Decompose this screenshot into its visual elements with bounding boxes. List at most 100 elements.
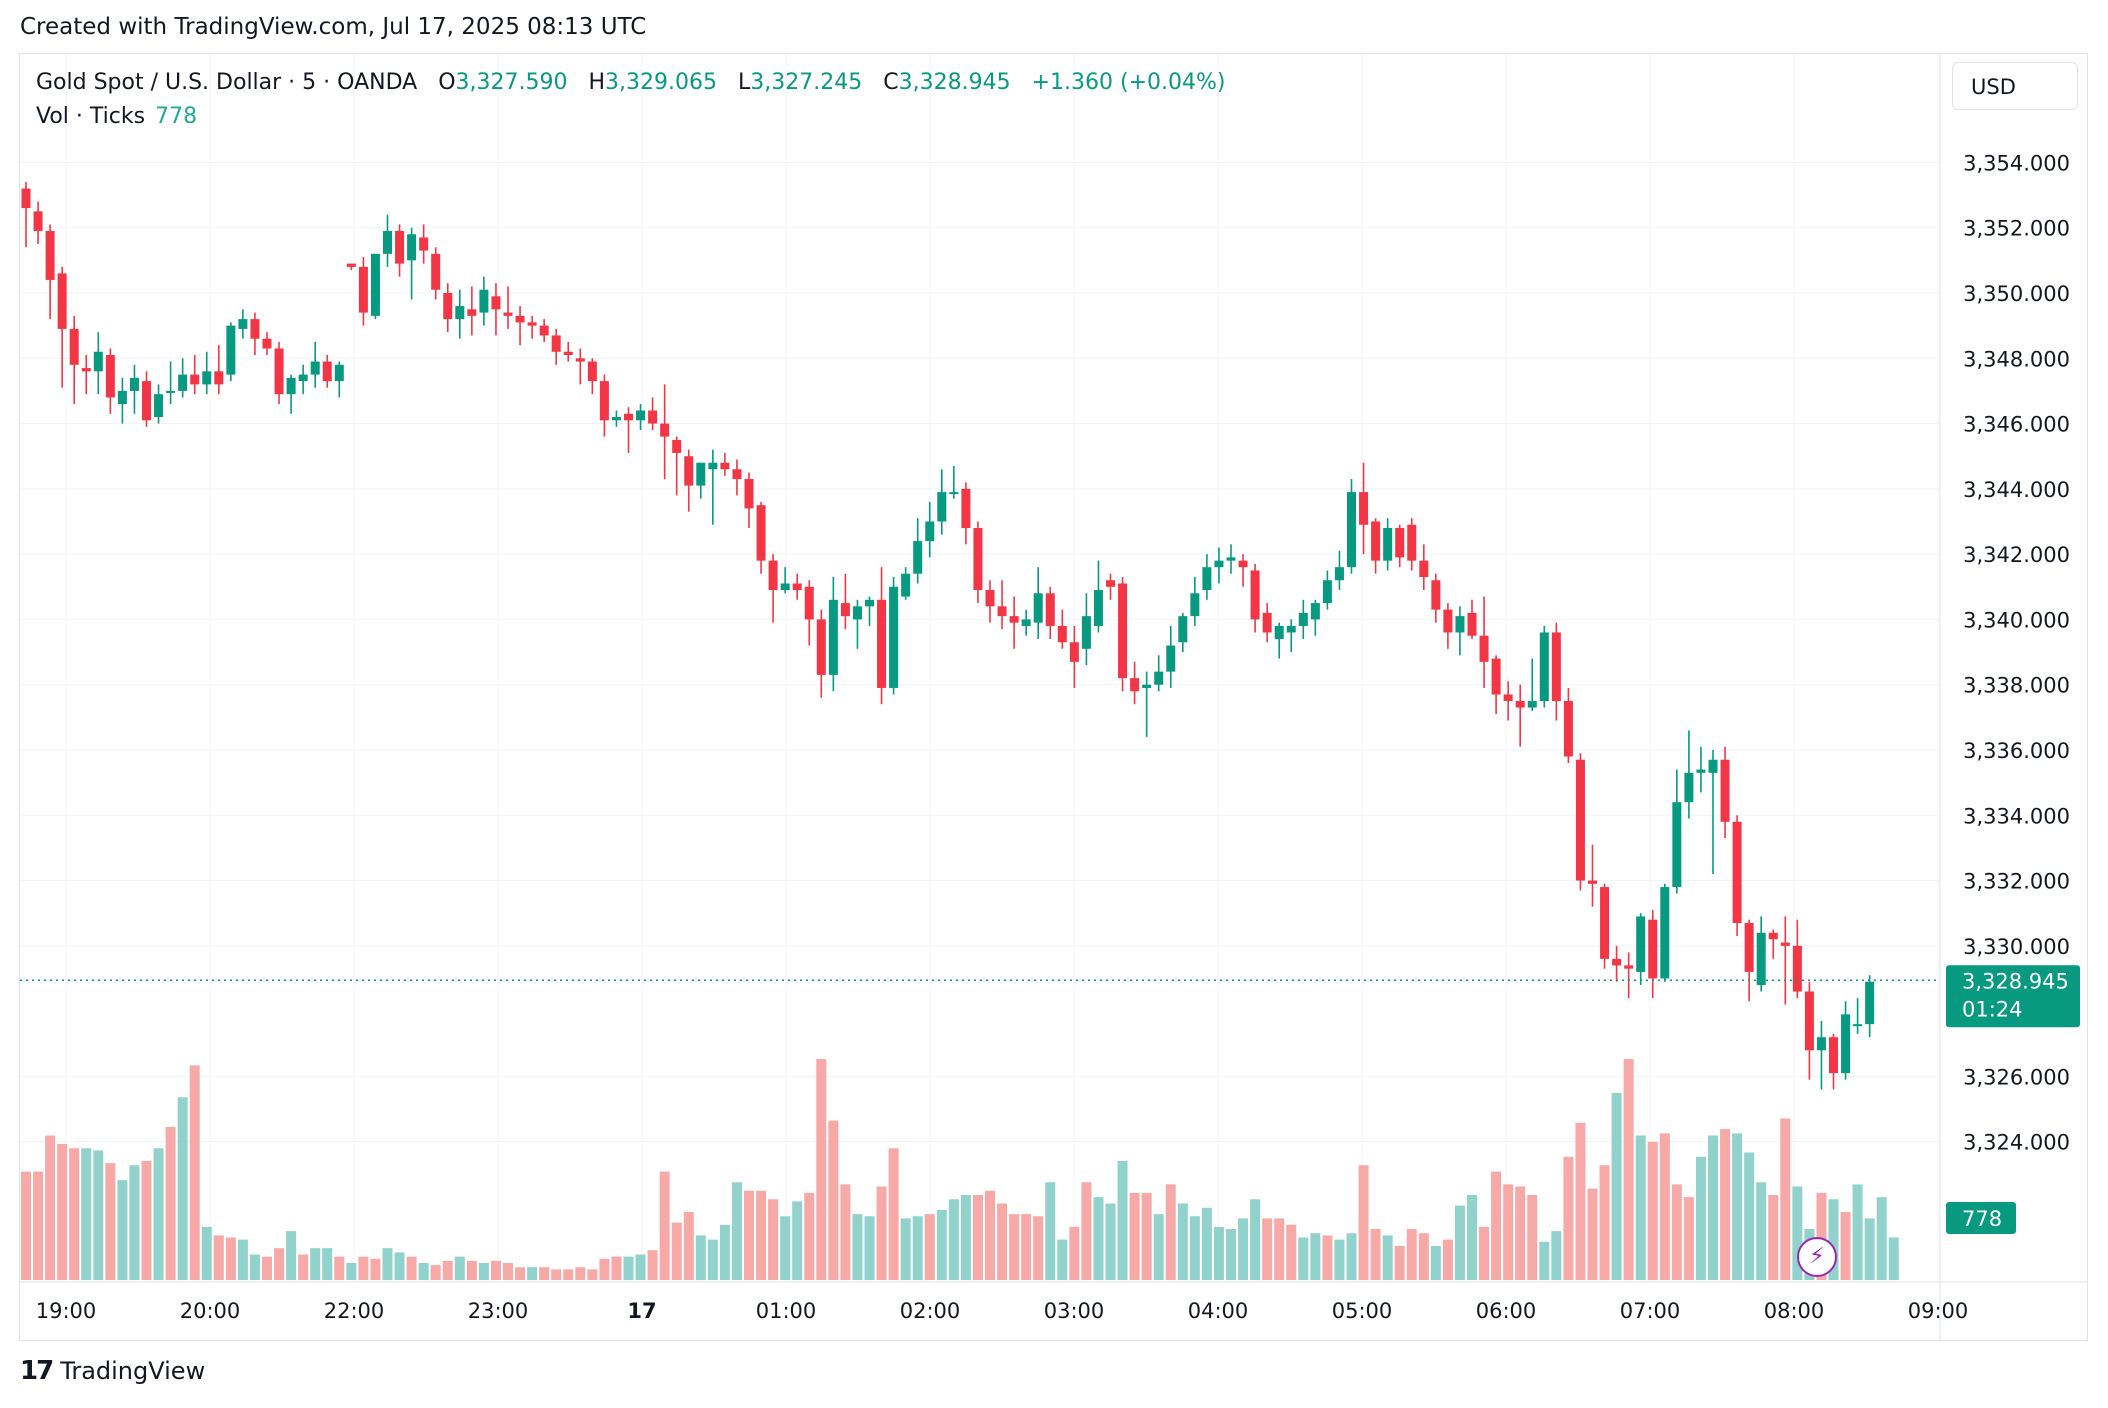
price-tick-label: 3,326.000 <box>1963 1065 2070 1089</box>
lightning-bolt-icon[interactable]: ⚡ <box>1797 1237 1837 1277</box>
candle-body <box>913 541 923 574</box>
tradingview-logo[interactable]: 17 TradingView <box>20 1356 205 1386</box>
time-tick-label: 17 <box>627 1299 656 1323</box>
candle-body <box>1684 772 1694 803</box>
candle-body <box>1696 769 1706 773</box>
volume-bar <box>1888 1237 1899 1280</box>
volume-bar <box>864 1216 875 1280</box>
candle-body <box>973 528 983 591</box>
candle-body <box>1057 625 1067 643</box>
volume-label[interactable]: Vol · Ticks <box>36 104 146 129</box>
volume-bar <box>780 1216 791 1280</box>
volume-bar <box>623 1256 634 1280</box>
volume-bar <box>189 1065 200 1280</box>
candle-body <box>419 237 429 251</box>
volume-bar <box>659 1171 670 1280</box>
volume-bar <box>370 1258 381 1280</box>
candle-body <box>756 505 766 561</box>
low-value: 3,327.245 <box>750 70 863 95</box>
candle-body <box>1853 1024 1863 1027</box>
last-volume-badge <box>1946 1202 2016 1234</box>
volume-bar <box>1105 1203 1116 1280</box>
volume-bar <box>334 1256 345 1280</box>
volume-bar <box>1780 1118 1791 1280</box>
volume-bar <box>671 1222 682 1280</box>
open-value: 3,327.590 <box>455 70 568 95</box>
candle-body <box>732 469 742 480</box>
currency-button[interactable]: USD <box>1952 62 2078 110</box>
time-tick-label: 01:00 <box>756 1299 817 1323</box>
price-tick-label: 3,336.000 <box>1963 739 2070 763</box>
candle-body <box>1503 694 1513 702</box>
volume-bar <box>1575 1122 1586 1280</box>
candle-body <box>1359 492 1369 525</box>
candle-body <box>214 371 224 385</box>
candle-body <box>1539 632 1549 702</box>
symbol-title[interactable]: Gold Spot / U.S. Dollar · 5 · OANDA <box>36 70 418 95</box>
candle-body <box>1732 821 1742 923</box>
volume-bar <box>1527 1195 1538 1280</box>
volume-bar <box>1611 1093 1622 1280</box>
candle-body <box>684 456 694 486</box>
candle-body <box>274 348 284 395</box>
volume-bar <box>756 1190 767 1280</box>
candle-body <box>1431 580 1441 610</box>
time-tick-label: 22:00 <box>324 1299 385 1323</box>
tradingview-logo-icon: 17 <box>20 1356 54 1386</box>
volume-bar <box>1057 1239 1068 1280</box>
time-tick-label: 23:00 <box>468 1299 529 1323</box>
volume-bar <box>1816 1192 1827 1280</box>
candle-body <box>1310 603 1320 620</box>
volume-bar <box>1370 1229 1381 1280</box>
price-tick-label: 3,352.000 <box>1963 217 2070 241</box>
candle-body <box>334 364 344 382</box>
volume-bar <box>213 1235 224 1280</box>
price-tick-label: 3,330.000 <box>1963 935 2070 959</box>
candle-body <box>624 413 633 421</box>
volume-bar <box>1454 1205 1465 1280</box>
candle-body <box>648 410 658 424</box>
volume-bar <box>406 1256 417 1280</box>
volume-bar <box>1479 1226 1490 1280</box>
volume-bar <box>177 1097 188 1280</box>
candle-body <box>1816 1037 1826 1051</box>
volume-legend: Vol · Ticks 778 <box>36 104 197 129</box>
candle-body <box>467 309 477 316</box>
volume-bar <box>1708 1135 1718 1280</box>
volume-bar <box>1177 1203 1188 1280</box>
time-tick-label: 09:00 <box>1908 1299 1969 1323</box>
volume-bar <box>1226 1229 1236 1280</box>
volume-bar <box>695 1235 706 1280</box>
volume-bar <box>1189 1216 1200 1280</box>
volume-bar <box>153 1148 164 1280</box>
candle-body <box>1672 802 1682 888</box>
volume-bar <box>1201 1207 1212 1280</box>
volume-bar <box>1286 1224 1297 1280</box>
volume-bar <box>1141 1192 1152 1280</box>
volume-bar <box>1394 1246 1405 1280</box>
open-label: O <box>438 70 456 95</box>
candle-body <box>262 338 272 349</box>
candle-body <box>985 590 995 607</box>
volume-bar <box>1563 1156 1574 1280</box>
candle-body <box>395 230 405 264</box>
volume-bar <box>45 1135 56 1280</box>
candle-body <box>1371 521 1381 561</box>
candle-body <box>1563 701 1573 757</box>
volume-bar <box>924 1214 935 1280</box>
volume-bar <box>1081 1182 1092 1280</box>
volume-bar <box>587 1269 598 1280</box>
candle-body <box>1744 922 1754 972</box>
volume-bar <box>1756 1182 1767 1280</box>
candle-body <box>889 586 899 688</box>
candle-body <box>1792 945 1802 992</box>
candle-body <box>937 492 947 522</box>
candle-body <box>238 319 248 329</box>
volume-bar <box>960 1195 971 1280</box>
candle-body <box>1551 632 1561 702</box>
volume-bar <box>33 1171 44 1280</box>
candle-body <box>1841 1014 1851 1074</box>
candle-body <box>69 328 79 365</box>
candle-body <box>1334 567 1344 581</box>
